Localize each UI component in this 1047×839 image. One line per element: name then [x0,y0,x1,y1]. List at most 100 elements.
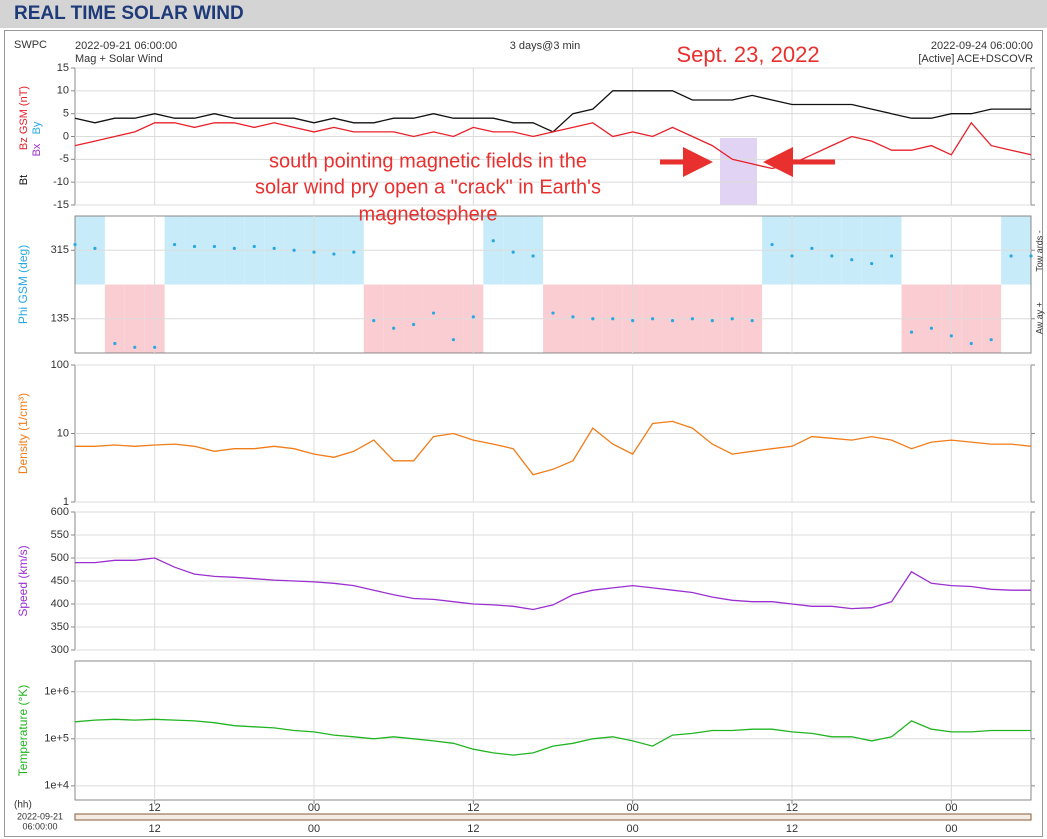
phi-point [650,317,655,321]
phi-point [113,341,117,346]
phi-point [1029,254,1033,258]
annotation: south pointing magnetic fields in the [269,150,587,172]
y-tick-label: -10 [53,176,69,188]
side-label: Aw ay + [1034,302,1044,334]
phi-point [770,242,774,247]
phi-point [451,338,456,342]
phi-point [1009,254,1013,258]
phi-point [551,311,555,315]
y-tick-label: 450 [51,575,69,587]
phi-point [889,254,894,258]
y-axis-label: Bt [18,175,30,185]
x-tick-label: 12 [786,823,798,835]
y-tick-label: 1e+5 [44,733,69,745]
highlight-band [720,138,757,205]
y-tick-label: 400 [51,598,69,610]
phi-point [352,250,356,254]
phi-point [870,261,874,266]
phi-point [431,311,436,315]
source: SWPC [14,39,47,51]
phi-point [272,246,276,250]
x-tick-label: 12 [149,823,161,835]
x-tick-label: 00 [308,823,320,835]
phi-point [372,319,376,323]
x-axis-label: (hh) [14,800,32,811]
y-tick-label: 15 [57,62,69,74]
y-axis-label: Speed (km/s) [16,545,30,616]
y-axis-label: Temperature (°K) [16,685,30,777]
y-tick-label: 600 [51,506,69,518]
x-tick-label: 00 [627,802,639,814]
phi-point [830,254,834,258]
y-tick-label: 100 [51,359,69,371]
subtitle: Mag + Solar Wind [75,53,163,65]
phi-point [909,330,914,334]
x-tick-label: 12 [467,802,479,814]
y-axis-label: Phi GSM (deg) [16,245,30,324]
phi-point [710,319,714,323]
phi-point [790,254,794,258]
series-line [74,121,1032,170]
series-line [75,420,1032,476]
phi-point [392,326,396,330]
phi-point [949,334,953,338]
phi-point [850,258,854,262]
phi-point [531,254,535,258]
time-bar [74,813,1032,821]
phi-point [232,246,236,250]
y-tick-label: 1 [63,496,69,508]
phi-point [690,317,695,321]
y-tick-label: 0 [63,130,69,142]
x-tick-label: 12 [467,823,479,835]
end-time: 2022-09-24 06:00:00 [931,40,1033,52]
phi-point [611,317,615,321]
y-tick-label: 135 [51,313,69,325]
annotation: Sept. 23, 2022 [676,42,819,67]
y-tick-label: 300 [51,644,69,656]
phi-point [591,317,595,321]
x-tick-label: 00 [308,802,320,814]
phi-point [192,244,197,249]
y-axis-label: Bz GSM (nT) [18,86,30,150]
phi-point [929,326,934,330]
start-time: 2022-09-21 06:00:00 [75,40,177,52]
y-tick-label: 500 [51,552,69,564]
x-start-date: 2022-09-21 [17,811,63,821]
phi-point [571,315,575,319]
phi-point [969,341,973,346]
series-line [74,718,1031,756]
phi-point [471,315,475,319]
span: 3 days@3 min [510,40,580,52]
y-tick-label: 350 [51,621,69,633]
y-tick-label: -5 [59,153,69,165]
y-tick-label: 315 [51,244,69,256]
plots: 15 10 5 0 -5 -10 -15 Bt Bz GSM (nT) Bx By 135 315 Phi… [16,62,1044,835]
y-tick-label: 550 [51,529,69,541]
phi-point [292,248,296,252]
annotations: Sept. 23, 2022 south pointing magnetic fi… [255,42,835,225]
phi-point [153,345,157,349]
x-tick-label: 12 [786,802,798,814]
y-tick-label: 1e+6 [44,686,69,698]
x-tick-label: 00 [627,823,639,835]
y-tick-label: 10 [57,85,69,97]
phi-point [172,242,177,247]
phi-point [312,250,316,254]
phi-point [989,338,993,342]
annotation: magnetosphere [359,203,498,225]
y-tick-label: 5 [63,108,69,120]
header-bar [0,0,1047,28]
page-title: REAL TIME SOLAR WIND [14,3,244,24]
phi-point [411,322,416,327]
y-axis-label: Bx [31,143,43,156]
phi-point [730,317,734,321]
phi-point [93,246,97,250]
phi-point [212,244,217,249]
y-axis-label: By [31,121,43,134]
phi-point [491,239,495,243]
y-tick-label: 10 [57,427,69,439]
x-start-time: 06:00:00 [22,821,57,831]
series-line [75,557,1031,611]
phi-point [670,319,675,323]
